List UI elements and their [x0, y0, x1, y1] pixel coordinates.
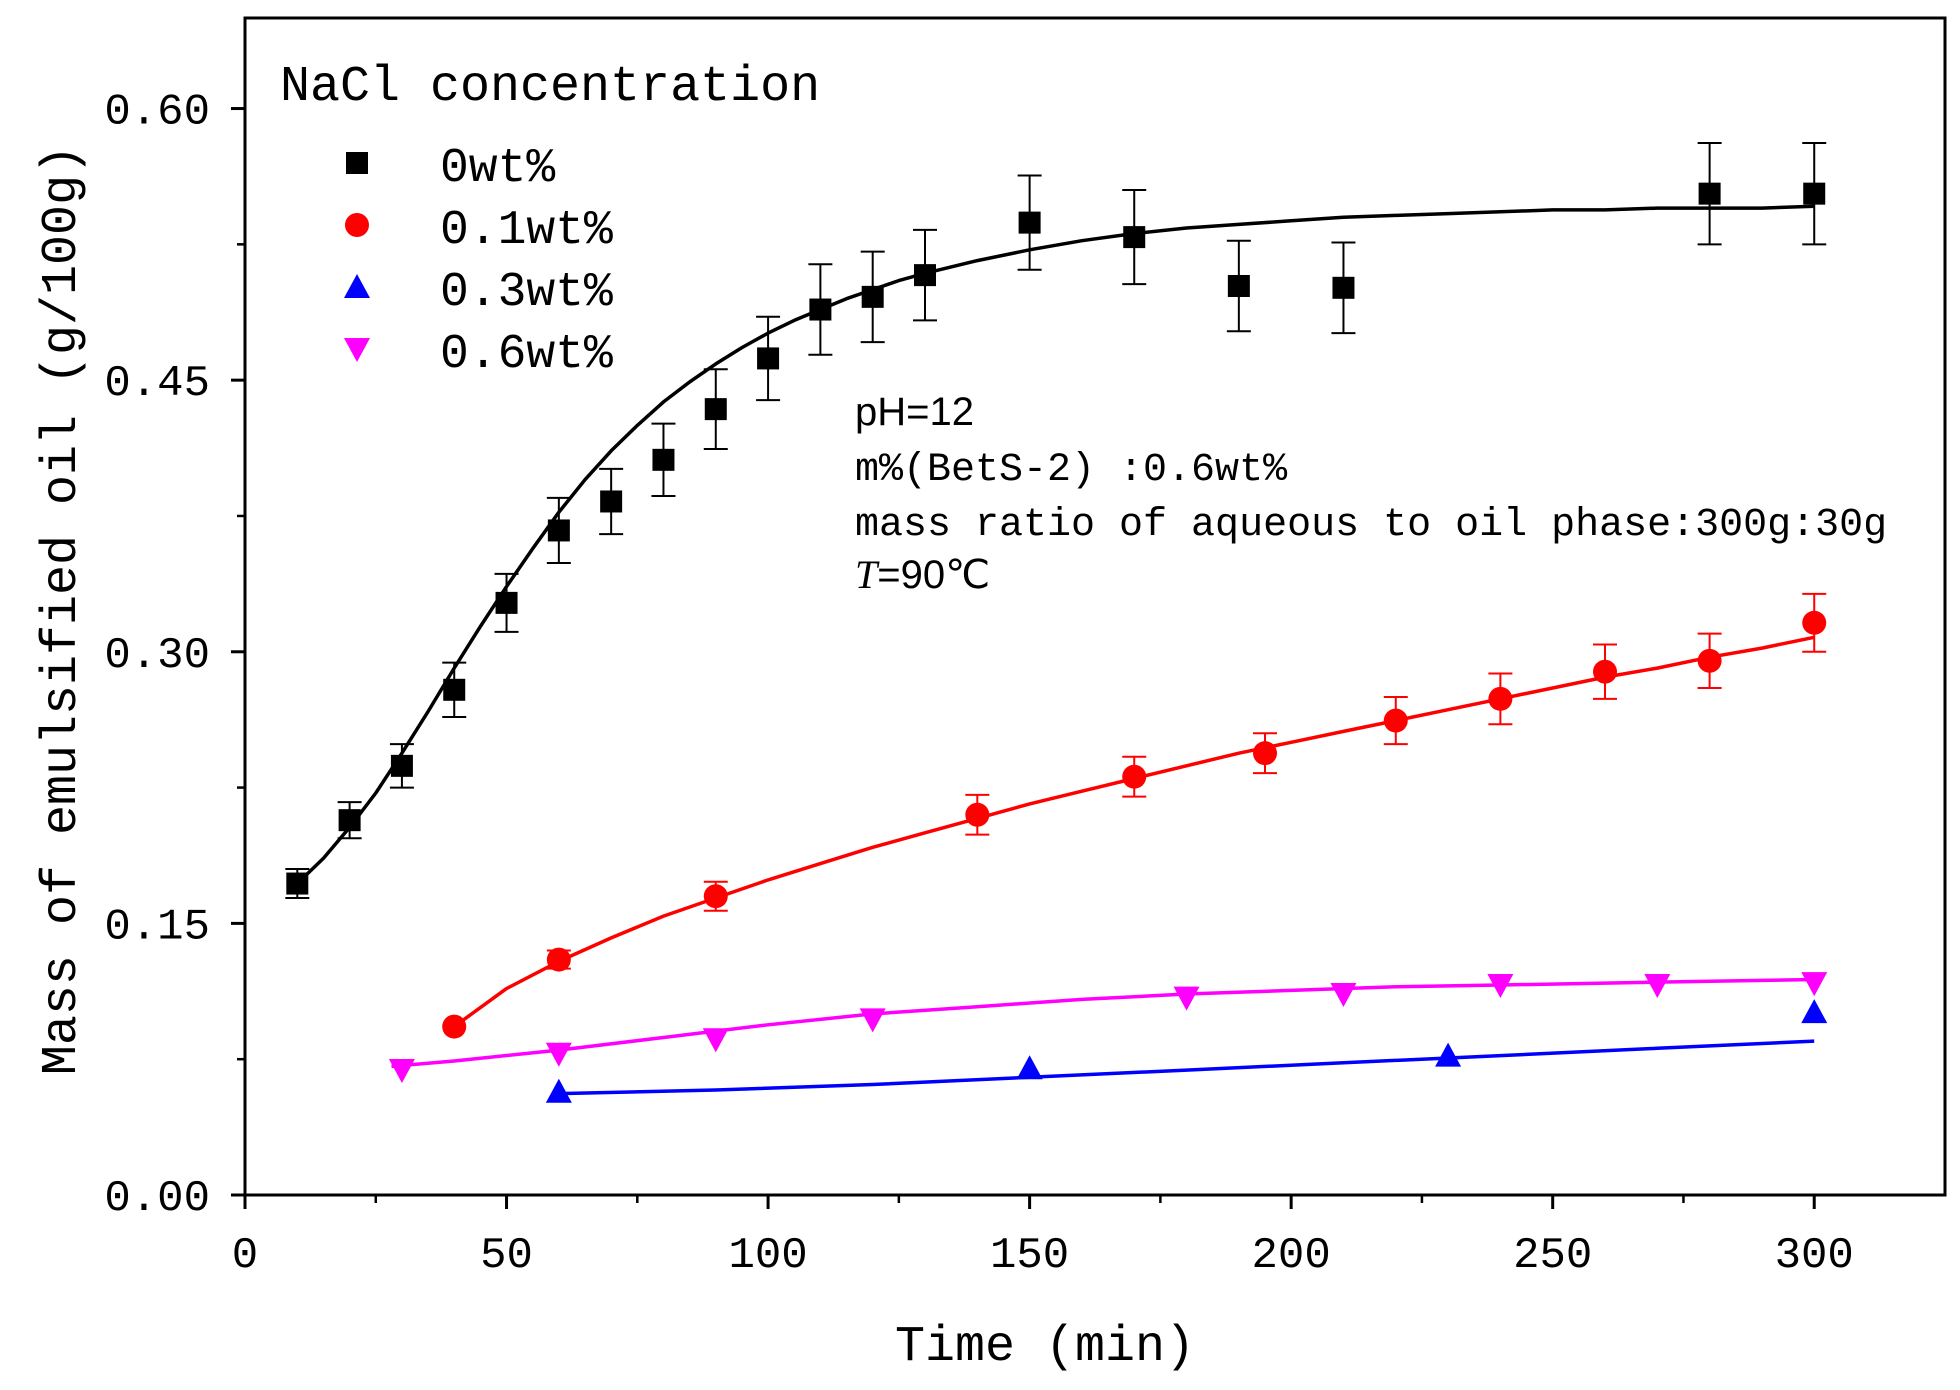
data-point-0wt: [757, 347, 780, 370]
data-point-0wt: [547, 519, 570, 542]
data-point-0-3wt: [545, 1078, 572, 1103]
x-tick-label: 200: [1252, 1231, 1331, 1281]
data-point-0-6wt: [1644, 973, 1671, 998]
x-tick-label: 150: [990, 1231, 1069, 1281]
data-point-0wt: [1018, 211, 1041, 234]
plot-frame: [243, 16, 1947, 1197]
fit-line-0-3wt: [558, 1039, 1815, 1096]
x-axis-label: Time (min): [895, 1319, 1195, 1376]
data-point-0-1wt: [1593, 659, 1617, 684]
legend-marker-0-6wt: [344, 338, 370, 362]
data-point-0wt: [1227, 274, 1250, 297]
data-point-0-6wt: [859, 1008, 886, 1033]
temperature-symbol: T: [855, 552, 880, 597]
data-point-0-6wt: [545, 1042, 572, 1067]
data-point-0wt: [443, 678, 466, 701]
data-point-0-1wt: [1383, 708, 1408, 733]
data-point-0-6wt: [1173, 986, 1200, 1011]
data-point-0-6wt: [702, 1028, 729, 1053]
y-tick-label: 0.00: [104, 1174, 210, 1224]
legend-label-0-1wt: 0.1wt%: [440, 204, 613, 258]
data-point-0wt: [1803, 182, 1826, 205]
y-tick-label: 0.30: [104, 631, 210, 681]
legend-label-0-6wt: 0.6wt%: [440, 328, 613, 382]
legend-marker-0-3wt: [344, 274, 370, 298]
data-point-0-1wt: [1697, 648, 1722, 673]
x-tick-label: 0: [232, 1231, 258, 1281]
data-point-0-1wt: [546, 947, 571, 972]
y-tick-label: 0.15: [104, 902, 210, 952]
y-axis-label: Mass of emulsified oil (g/100g): [34, 145, 91, 1075]
legend-title: NaCl concentration: [280, 59, 820, 116]
axes: 0 50 100 150 200 250 300 0.00 0.15 0.30 0.45 0.60: [104, 88, 1853, 1281]
data-point-0-6wt: [1487, 973, 1514, 998]
data-point-0-1wt: [703, 884, 728, 909]
data-point-0-6wt: [1801, 972, 1828, 997]
data-point-0-6wt: [1330, 983, 1357, 1008]
fit-line-0wt: [296, 204, 1815, 885]
data-point-0-3wt: [1016, 1055, 1043, 1080]
x-tick-label: 50: [480, 1231, 533, 1281]
data-point-0wt: [1332, 276, 1355, 299]
data-point-0wt: [495, 591, 518, 614]
data-point-0wt: [861, 285, 884, 308]
temperature-value: =90℃: [877, 553, 990, 597]
data-point-0-3wt: [1801, 999, 1828, 1024]
x-tick-label: 300: [1775, 1231, 1854, 1281]
data-point-0-1wt: [1253, 741, 1277, 766]
data-point-0wt: [704, 398, 727, 421]
x-tick-label: 100: [728, 1231, 807, 1281]
data-point-0-3wt: [1435, 1042, 1462, 1067]
data-point-0-6wt: [388, 1059, 415, 1084]
legend-marker-0wt: [346, 152, 368, 174]
data-point-0wt: [1123, 226, 1146, 249]
fit-line-0-6wt: [391, 977, 1815, 1069]
data-point-0wt: [914, 264, 936, 287]
legend-label-0-3wt: 0.3wt%: [440, 266, 613, 320]
data-point-0wt: [338, 809, 361, 832]
data-point-0wt: [652, 448, 675, 471]
legend-marker-0-1wt: [345, 213, 369, 237]
data-point-0wt: [600, 490, 623, 513]
y-tick-label: 0.60: [104, 88, 210, 138]
data-point-0wt: [1698, 182, 1721, 205]
data-point-0-1wt: [1122, 764, 1147, 789]
data-point-0-1wt: [442, 1014, 467, 1039]
annotation-mass-ratio: mass ratio of aqueous to oil phase:300g:…: [855, 503, 1887, 548]
data-markers: [285, 141, 1828, 1103]
data-point-0-1wt: [1488, 686, 1513, 711]
legend: 0wt% 0.1wt% 0.3wt% 0.6wt%: [344, 142, 613, 382]
data-point-0wt: [286, 872, 309, 895]
data-point-0wt: [809, 298, 832, 321]
data-point-0-1wt: [965, 802, 990, 827]
annotation-surfactant: m%(BetS-2) :0.6wt%: [855, 448, 1288, 493]
annotation-temperature: T=90℃: [855, 552, 990, 597]
annotation-ph: pH=12: [855, 390, 974, 434]
y-tick-label: 0.45: [104, 359, 210, 409]
x-tick-label: 250: [1513, 1231, 1592, 1281]
data-point-0-1wt: [1802, 610, 1827, 635]
legend-label-0wt: 0wt%: [440, 142, 555, 196]
data-point-0wt: [390, 754, 413, 777]
